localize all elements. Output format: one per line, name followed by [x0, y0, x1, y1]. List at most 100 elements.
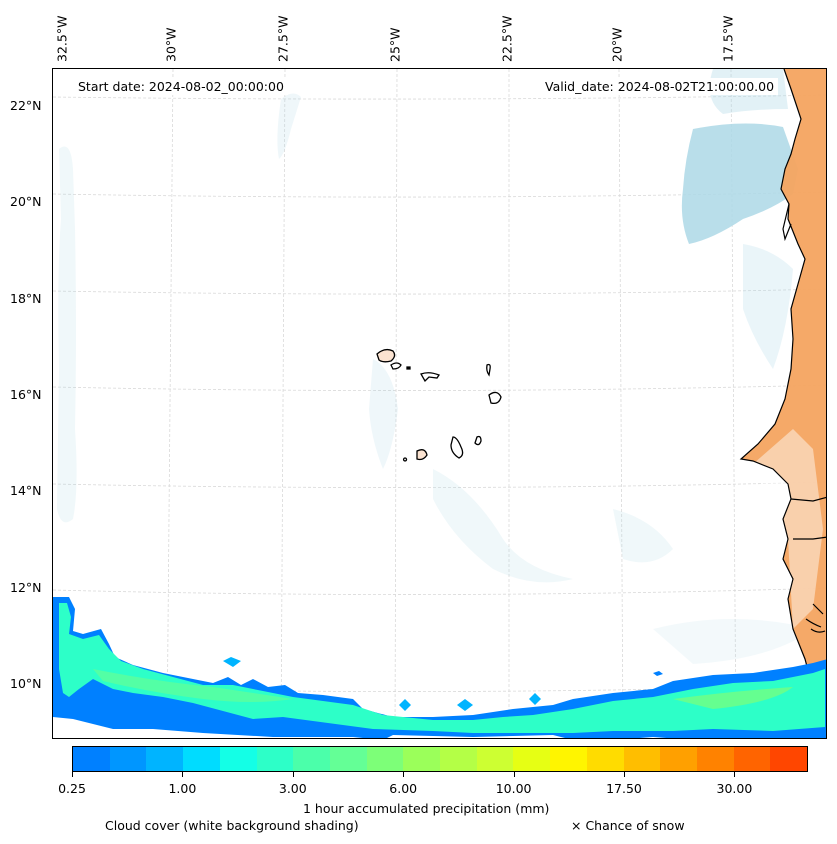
coastline-bijagos: [805, 603, 826, 633]
colorbar-tick: [292, 772, 294, 777]
coastline-river-gambia: [790, 496, 826, 502]
gridline-lat-14n: [53, 481, 826, 488]
precipitation-colorbar: [72, 746, 808, 772]
colorbar-segment-16: [660, 747, 697, 771]
coastline-river-casamance: [793, 536, 826, 540]
island-sal: [486, 363, 491, 377]
colorbar-segment-2: [146, 747, 184, 771]
lon-label-text: 22.5°W: [499, 15, 515, 62]
lat-label-12n: 12°N: [10, 580, 42, 595]
precip-band-east-core: [673, 687, 793, 709]
island-boa-vista: [488, 391, 502, 405]
lat-label-10n: 10°N: [10, 676, 42, 691]
lon-label-text: 32.5°W: [54, 15, 70, 62]
cloud-patch-nw-strip: [57, 146, 77, 523]
lon-label-text: 20°W: [609, 27, 625, 62]
colorbar-tick-label: 10.00: [495, 781, 532, 796]
island-fogo: [416, 449, 428, 461]
colorbar-segment-14: [586, 747, 624, 771]
island-sao-nicolau: [420, 372, 440, 383]
colorbar-tick: [72, 772, 73, 777]
colorbar-segment-11: [476, 747, 514, 771]
gridline-lon-25w: [394, 69, 398, 738]
precip-gap-east: [639, 737, 667, 738]
gridline-lat-20n: [53, 191, 826, 198]
lon-label-text: 17.5°W: [720, 15, 736, 62]
lat-label-22n: 22°N: [10, 98, 42, 113]
cloud-patch-se: [653, 619, 813, 664]
colorbar-segment-9: [403, 747, 441, 771]
cape-verde-islands: [376, 348, 502, 462]
precip-gap-southeast: [387, 735, 565, 738]
cloud-cover-note: Cloud cover (white background shading): [105, 818, 359, 833]
gridline-lon-30w: [166, 69, 174, 738]
colorbar-segment-8: [366, 747, 404, 771]
lon-label-17-5w: 17.5°W: [718, 4, 738, 62]
snow-chance-note: × Chance of snow: [571, 818, 685, 833]
land-africa-fade: [753, 429, 823, 629]
precip-blob-4: [529, 693, 541, 705]
lon-label-20w: 20°W: [607, 4, 627, 62]
colorbar-segment-15: [623, 747, 661, 771]
colorbar-segment-18: [733, 747, 771, 771]
colorbar-segment-6: [293, 747, 330, 771]
colorbar-segment-3: [183, 747, 220, 771]
colorbar-tick-label: 1.00: [168, 781, 197, 796]
colorbar-tick-label: 6.00: [389, 781, 418, 796]
lon-label-text: 30°W: [163, 27, 179, 62]
lon-label-22-5w: 22.5°W: [497, 4, 517, 62]
cloud-patch-coast: [743, 244, 793, 369]
cloud-cover-layer: [57, 69, 813, 725]
lat-label-18n: 18°N: [10, 291, 42, 306]
precip-blob-5: [653, 671, 663, 676]
lon-label-text: 27.5°W: [275, 15, 291, 62]
precipitation-layer: [53, 597, 826, 738]
start-date-label: Start date: 2024-08-02_00:00:00: [74, 78, 288, 95]
precip-blob-2: [399, 699, 411, 711]
colorbar-segment-12: [513, 747, 551, 771]
colorbar-tick: [734, 772, 736, 777]
island-santiago: [450, 436, 464, 459]
gridline-lat-18n: [53, 288, 826, 295]
colorbar-tick-label: 30.00: [716, 781, 753, 796]
gridline-lat-12n: [53, 587, 826, 595]
colorbar-title: 1 hour accumulated precipitation (mm): [303, 801, 550, 816]
colorbar-segment-7: [329, 747, 367, 771]
cloud-patch-central: [433, 469, 573, 583]
island-sao-vicente: [390, 362, 402, 370]
colorbar-tick: [513, 772, 515, 777]
map-area[interactable]: Start date: 2024-08-02_00:00:00 Valid_da…: [52, 68, 827, 739]
colorbar-tick-label: 17.50: [606, 781, 642, 796]
lon-label-25w: 25°W: [385, 4, 405, 62]
colorbar-tick-label: 3.00: [278, 781, 307, 796]
lon-label-27-5w: 27.5°W: [273, 4, 293, 62]
coastline-detail-north: [782, 203, 792, 242]
colorbar-segment-17: [696, 747, 734, 771]
cloud-patch-islands: [369, 359, 398, 469]
colorbar-segment-13: [550, 747, 587, 771]
map-canvas: [53, 69, 826, 738]
island-maio: [474, 435, 482, 446]
colorbar-segment-4: [219, 747, 257, 771]
precip-blob-3: [457, 699, 473, 711]
colorbar-segment-1: [109, 747, 147, 771]
colorbar-segment-10: [440, 747, 477, 771]
precip-band-core: [93, 669, 293, 702]
island-brava: [402, 457, 408, 462]
colorbar-segment-5: [256, 747, 294, 771]
lon-label-30w: 30°W: [161, 4, 181, 62]
colorbar-tick-label: 0.25: [58, 781, 86, 796]
lon-label-text: 25°W: [387, 27, 403, 62]
cloud-patch-north: [277, 93, 301, 159]
island-santo-antao: [376, 348, 396, 363]
lon-label-32-5w: 32.5°W: [52, 4, 72, 62]
cloud-patch-east: [613, 509, 673, 563]
precip-gap-south: [53, 717, 363, 738]
colorbar-tick: [624, 772, 625, 777]
colorbar-tick: [182, 772, 184, 777]
lat-label-20n: 20°N: [10, 194, 42, 209]
colorbar-segment-19: [770, 747, 808, 771]
valid-date-label: Valid_date: 2024-08-02T21:00:00.00: [541, 78, 779, 95]
lat-label-14n: 14°N: [10, 483, 42, 498]
